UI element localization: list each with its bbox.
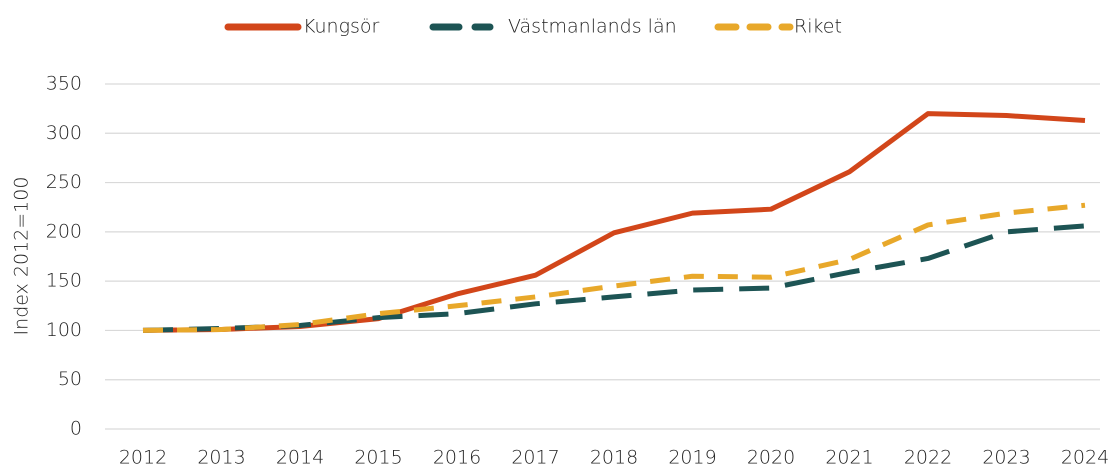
x-tick-label: 2013 — [197, 447, 245, 469]
y-axis-label: Index 2012=100 — [11, 177, 33, 336]
x-tick-label: 2018 — [590, 447, 638, 469]
x-tick-label: 2019 — [668, 447, 716, 469]
x-tick-label: 2022 — [904, 447, 952, 469]
x-tick-label: 2015 — [354, 447, 402, 469]
y-tick-label: 150 — [46, 270, 82, 292]
y-tick-label: 100 — [46, 319, 82, 341]
x-tick-label: 2016 — [433, 447, 481, 469]
x-tick-label: 2024 — [1061, 447, 1109, 469]
y-tick-label: 350 — [46, 73, 82, 95]
x-tick-label: 2023 — [982, 447, 1030, 469]
y-tick-label: 50 — [58, 368, 82, 390]
y-tick-label: 300 — [46, 122, 82, 144]
x-tick-label: 2017 — [511, 447, 559, 469]
series-line — [142, 202, 1086, 333]
series-line — [142, 223, 1086, 333]
legend-label: Riket — [794, 16, 842, 38]
y-tick-label: 0 — [70, 418, 82, 440]
x-tick-label: 2021 — [825, 447, 873, 469]
y-tick-label: 250 — [46, 171, 82, 193]
x-tick-label: 2020 — [747, 447, 795, 469]
x-tick-label: 2014 — [276, 447, 324, 469]
legend-label: Kungsör — [303, 16, 380, 38]
legend-label: Västmanlands län — [508, 16, 677, 38]
y-tick-label: 200 — [46, 220, 82, 242]
x-tick-label: 2012 — [119, 447, 167, 469]
